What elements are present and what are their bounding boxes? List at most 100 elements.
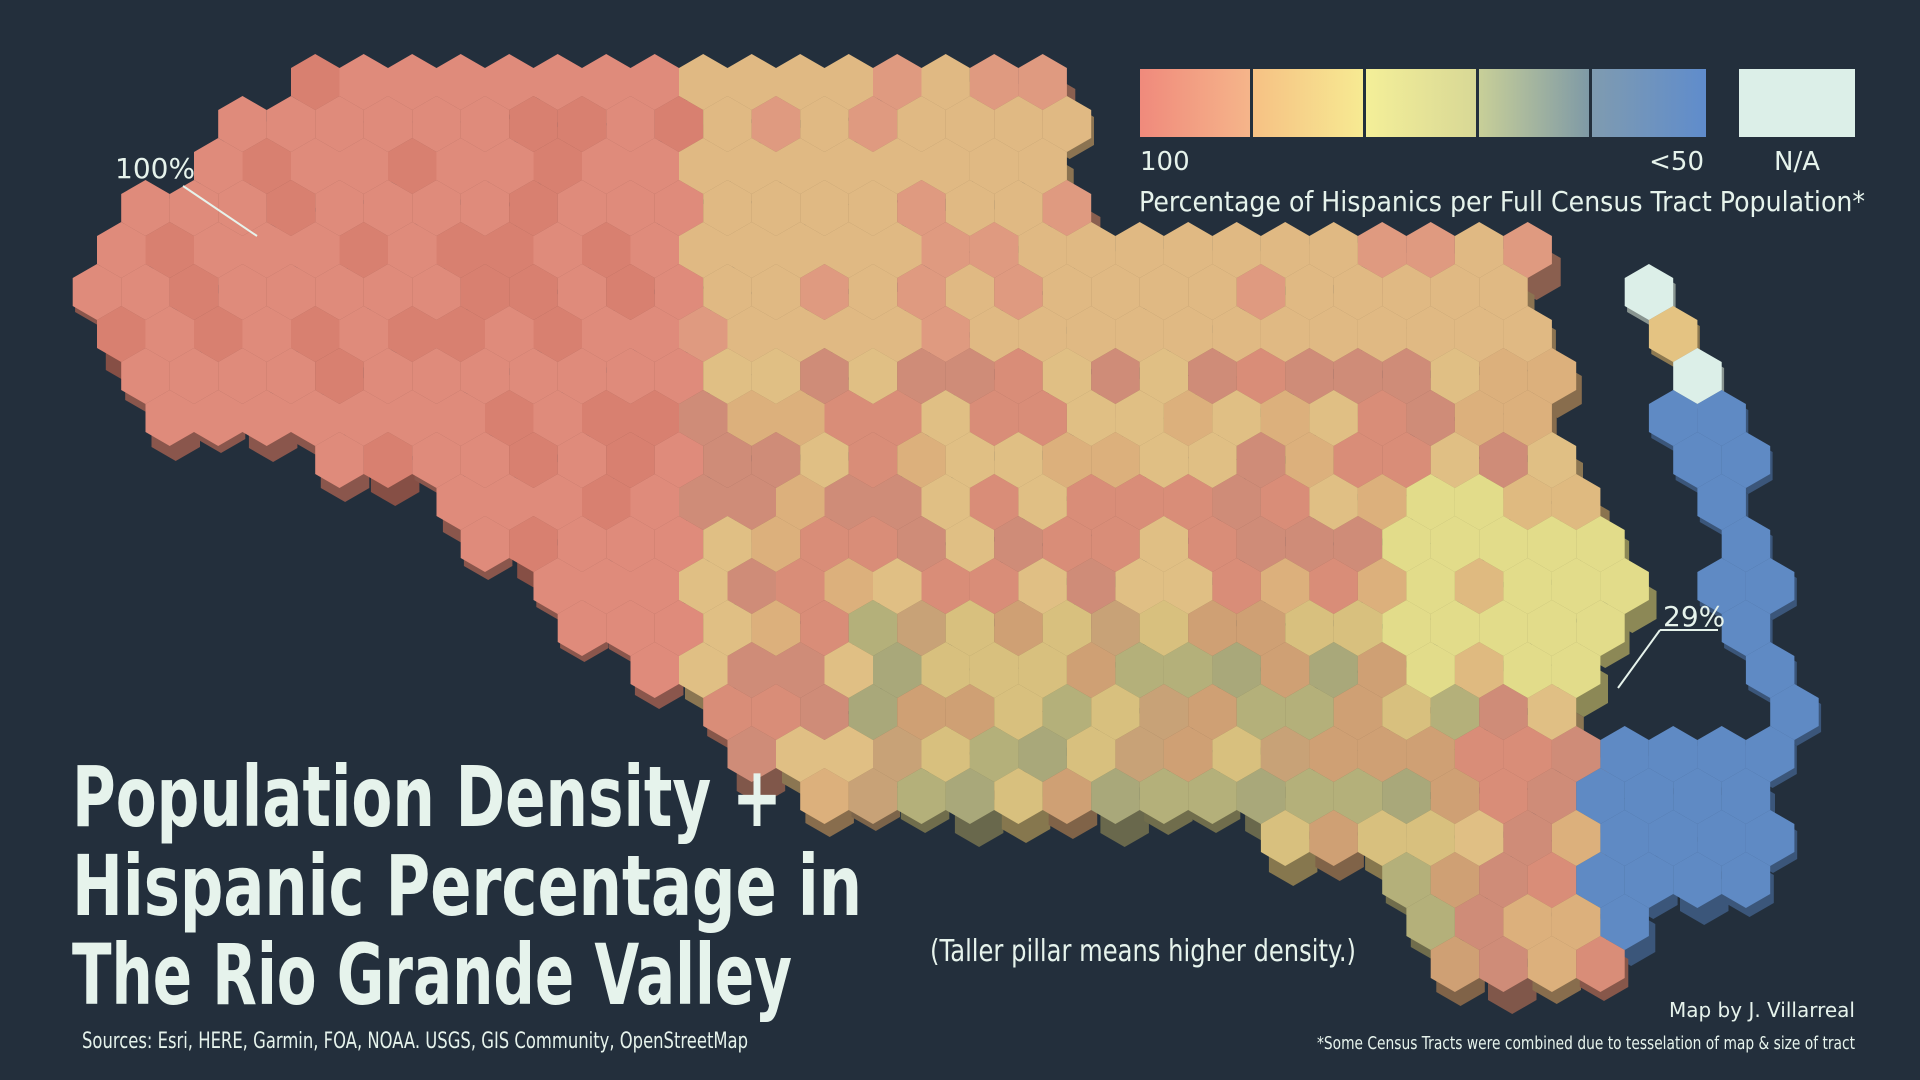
hex-tract (315, 432, 364, 488)
hex-tract (1770, 684, 1819, 740)
hex-tract (679, 558, 728, 614)
hex-tract (1091, 432, 1140, 488)
hex-tract (921, 138, 970, 194)
hex-tract (824, 306, 873, 362)
hex-tract (1309, 726, 1358, 782)
hex-tract (945, 516, 995, 572)
hex-tract (1139, 684, 1189, 740)
hex-tract (994, 180, 1043, 236)
hex-tract (630, 138, 679, 194)
hex-tract (1406, 306, 1455, 362)
hex-tract (1551, 894, 1601, 950)
hex-tract (1357, 726, 1407, 782)
hex-tract (1115, 474, 1164, 530)
hex-tract (1406, 390, 1455, 446)
hex-tract (509, 432, 558, 488)
hex-tract (339, 138, 388, 194)
hex-tract (1212, 726, 1261, 782)
hex-tract (945, 432, 995, 488)
hex-tract (412, 96, 461, 152)
hex-tract (1260, 558, 1310, 614)
legend-swatch (1140, 69, 1250, 137)
hex-tract (315, 348, 364, 404)
hex-tract (873, 54, 922, 110)
hex-tract (145, 306, 194, 362)
hex-tract (1260, 474, 1310, 530)
hex-tract (242, 222, 291, 278)
hex-tract (533, 390, 582, 446)
hex-tract (679, 642, 728, 698)
hex-tract (1066, 390, 1116, 446)
hex-tract (1260, 726, 1310, 782)
hex-tract (169, 180, 219, 236)
hex-tract (1139, 264, 1189, 320)
hex-tract (1454, 306, 1504, 362)
hex-tract (1357, 474, 1407, 530)
hex-tract (1188, 684, 1237, 740)
hex-tract (654, 516, 704, 572)
hex-tract (1624, 768, 1674, 824)
hex-tract (1091, 516, 1140, 572)
hex-tract (460, 180, 510, 236)
hex-tract (582, 54, 631, 110)
hex-tract (848, 768, 898, 824)
hex-tract (945, 600, 995, 656)
hex-tract (1042, 348, 1092, 404)
hex-tract (485, 390, 534, 446)
hex-tract (1454, 810, 1504, 866)
hex-tract (509, 96, 558, 152)
hex-tract (1503, 306, 1552, 362)
hex-tract (800, 684, 849, 740)
hex-tract (1430, 768, 1480, 824)
hex-tract (388, 390, 437, 446)
hex-tract (315, 264, 364, 320)
hex-tract (557, 96, 607, 152)
hex-tract (994, 432, 1043, 488)
hex-tract (679, 390, 728, 446)
hex-tract (727, 474, 776, 530)
hex-tract (460, 264, 510, 320)
hex-tract (1382, 852, 1431, 908)
hex-tract (145, 390, 194, 446)
hex-tract (1503, 474, 1552, 530)
legend-swatch (1253, 69, 1363, 137)
hex-tract (1479, 432, 1528, 488)
hex-tract (266, 348, 316, 404)
hex-tract (509, 180, 558, 236)
hex-tract (776, 558, 825, 614)
hex-tract (1139, 600, 1189, 656)
hex-tract (1042, 96, 1092, 152)
legend-swatch-na (1739, 69, 1855, 137)
hex-tract (1527, 516, 1577, 572)
hex-tract (1115, 726, 1164, 782)
hex-tract (1091, 768, 1140, 824)
hex-tract (824, 474, 873, 530)
hex-tract (1212, 306, 1261, 362)
hex-tract (873, 642, 922, 698)
hex-tract (1309, 558, 1358, 614)
hex-tract (1479, 264, 1528, 320)
hex-tract (703, 432, 752, 488)
hex-tract (727, 306, 776, 362)
hex-tract (1648, 810, 1698, 866)
hex-tract (242, 390, 291, 446)
hex-tract (727, 138, 776, 194)
hex-tract (679, 222, 728, 278)
legend-title: Percentage of Hispanics per Full Census … (1139, 185, 1865, 218)
hex-tract (945, 348, 995, 404)
hex-tract (897, 432, 946, 488)
hex-tract (776, 390, 825, 446)
hex-tract (1382, 264, 1431, 320)
hex-tract (1357, 222, 1407, 278)
hex-tract (1600, 810, 1649, 866)
hex-tract (1406, 894, 1455, 950)
hex-tract (194, 306, 243, 362)
hex-tract (1285, 516, 1334, 572)
hex-tract (1066, 474, 1116, 530)
hex-tract (897, 348, 946, 404)
hex-tract (606, 180, 655, 236)
hex-tract (557, 600, 607, 656)
hex-tract (921, 306, 970, 362)
hex-tract (1018, 222, 1067, 278)
